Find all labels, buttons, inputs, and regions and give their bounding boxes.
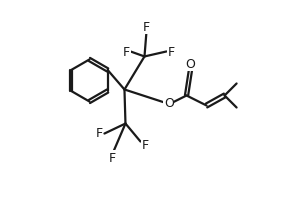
Text: F: F <box>142 138 149 151</box>
Text: F: F <box>143 21 150 34</box>
Text: O: O <box>186 58 196 71</box>
Text: F: F <box>95 126 103 139</box>
Text: F: F <box>109 151 116 164</box>
Text: F: F <box>123 46 130 59</box>
Text: O: O <box>164 97 174 109</box>
Text: F: F <box>168 46 175 59</box>
